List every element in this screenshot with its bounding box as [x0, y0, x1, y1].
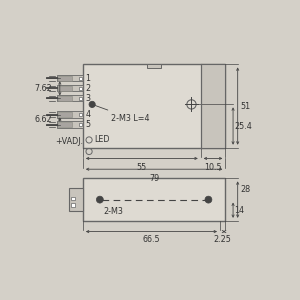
Bar [58, 76, 72, 81]
Bar [71, 196, 75, 200]
Text: 55: 55 [137, 163, 147, 172]
Text: 2-M3 L=4: 2-M3 L=4 [95, 105, 150, 123]
Circle shape [205, 196, 212, 203]
Text: 3: 3 [85, 94, 90, 103]
Bar [57, 75, 83, 81]
Circle shape [96, 196, 103, 203]
Bar [83, 178, 225, 221]
Text: 25.4: 25.4 [235, 122, 252, 130]
Bar [71, 203, 75, 207]
Text: LED: LED [94, 136, 110, 145]
Text: 66.5: 66.5 [142, 236, 160, 244]
Text: 28: 28 [240, 184, 250, 194]
Bar [69, 188, 83, 211]
Text: 1: 1 [85, 74, 90, 83]
Bar [58, 122, 72, 127]
Bar [58, 96, 72, 101]
Bar [79, 97, 82, 100]
Bar [147, 64, 161, 68]
Text: 2-M3: 2-M3 [103, 207, 123, 216]
Text: 14: 14 [235, 206, 244, 215]
Bar [79, 123, 82, 126]
Text: 51: 51 [240, 102, 250, 111]
Text: 4: 4 [85, 110, 90, 119]
Bar [201, 64, 225, 148]
Text: 2.25: 2.25 [214, 236, 232, 244]
Text: 6.62: 6.62 [34, 115, 52, 124]
Text: 5: 5 [85, 120, 90, 129]
Bar [83, 64, 225, 148]
Bar [57, 85, 83, 92]
Text: 10.5: 10.5 [204, 163, 222, 172]
Bar [58, 112, 72, 117]
Circle shape [89, 101, 95, 107]
Text: 79: 79 [149, 174, 159, 183]
Text: +VADJ.: +VADJ. [55, 137, 83, 146]
Bar [58, 86, 72, 91]
Bar [57, 95, 83, 101]
Bar [57, 122, 83, 128]
Text: 2: 2 [85, 84, 90, 93]
Bar [57, 112, 83, 118]
Bar [79, 87, 82, 90]
Text: 7.62: 7.62 [34, 84, 52, 93]
Bar [79, 113, 82, 116]
Bar [79, 77, 82, 80]
